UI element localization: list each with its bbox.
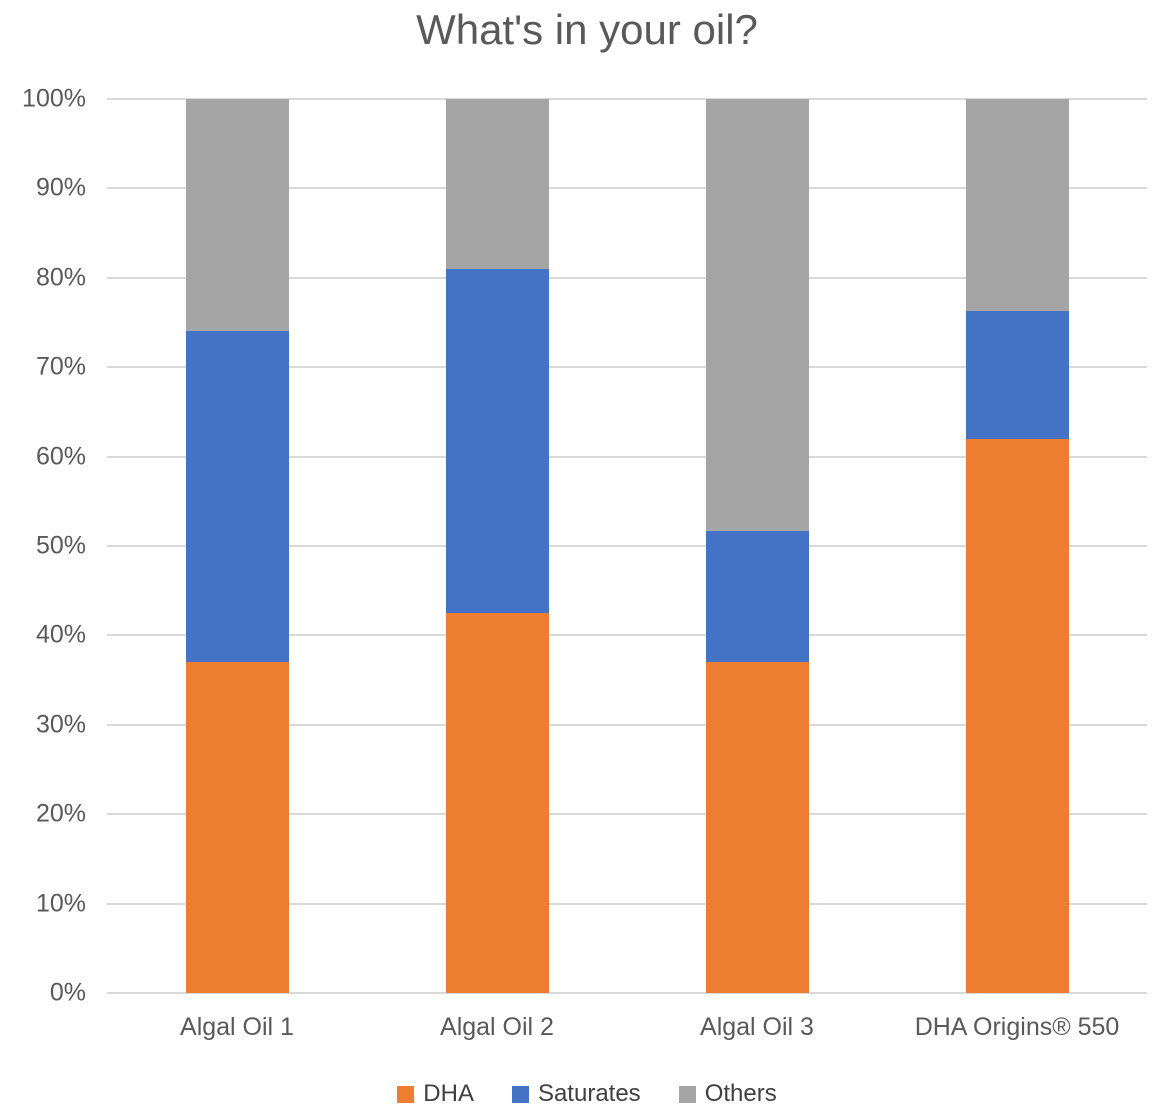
y-axis-tick-label: 80% [35,263,86,292]
legend: DHA Saturates Others [0,1080,1174,1108]
bar-segment-dha [185,662,289,993]
bar-segment-others [445,99,549,269]
y-axis-tick-label: 30% [35,710,86,739]
gridline-70 [107,366,1147,369]
legend-label: DHA [423,1080,474,1107]
bar-segment-saturates [185,331,289,663]
gridline-90 [107,187,1147,190]
bar-algal-oil-3 [705,99,809,993]
legend-item-dha: DHA [397,1080,474,1108]
y-axis-tick-label: 10% [35,889,86,918]
bar-segment-others [965,99,1069,311]
bar-algal-oil-1 [185,99,289,993]
y-axis-tick-label: 50% [35,531,86,560]
bar-slot-algal-oil-3 [627,99,887,993]
bar-series [107,99,1147,993]
gridline-50 [107,545,1147,547]
x-axis-category-label: Algal Oil 3 [700,1013,814,1041]
bar-slot-dha-origins-550 [887,99,1147,993]
x-axis-category-label: Algal Oil 2 [440,1013,554,1041]
legend-item-saturates: Saturates [511,1080,641,1108]
bar-segment-dha [705,662,809,993]
legend-item-others: Others [678,1080,777,1108]
gridline-60 [107,455,1147,458]
bar-segment-saturates [445,268,549,614]
bar-slot-algal-oil-2 [367,99,627,993]
gridline-40 [107,634,1147,637]
bar-segment-dha [445,613,549,993]
bar-algal-oil-2 [445,99,549,993]
x-axis-category-labels: Algal Oil 1 Algal Oil 2 Algal Oil 3 DHA Ori… [107,1013,1147,1042]
gridline-10 [107,902,1147,905]
x-axis-category-label: DHA Origins® 550 [914,1013,1120,1041]
legend-label: Others [704,1080,777,1107]
y-axis-tick-label: 60% [35,442,86,471]
bar-segment-others [705,99,809,531]
gridline-80 [107,276,1147,279]
legend-label: Saturates [537,1080,641,1107]
plot-area [107,98,1147,994]
bar-dha-origins-550 [965,99,1069,993]
bar-segment-others [185,99,289,332]
y-axis-tick-label: 100% [22,84,86,113]
gridline-100 [107,98,1147,100]
y-axis-tick-label: 0% [49,978,86,1007]
legend-swatch-icon [678,1085,696,1103]
gridline-20 [107,813,1147,816]
bar-slot-algal-oil-1 [107,99,367,993]
legend-swatch-icon [511,1085,529,1103]
x-axis-category-label: Algal Oil 1 [180,1013,294,1041]
legend-swatch-icon [397,1085,415,1103]
y-axis-tick-label: 90% [35,173,86,202]
bar-segment-dha [965,438,1069,993]
gridline-30 [107,723,1147,726]
gridline-0 [107,992,1147,994]
y-axis-tick-labels: 0% 10% 20% 30% 40% 50% 60% 70% 80% 90% 100% [0,86,86,1005]
y-axis-tick-label: 40% [35,620,86,649]
y-axis-tick-label: 20% [35,799,86,828]
bar-segment-saturates [705,530,809,663]
bar-segment-saturates [965,310,1069,439]
y-axis-tick-label: 70% [35,352,86,381]
chart-title: What's in your oil? [416,6,758,53]
